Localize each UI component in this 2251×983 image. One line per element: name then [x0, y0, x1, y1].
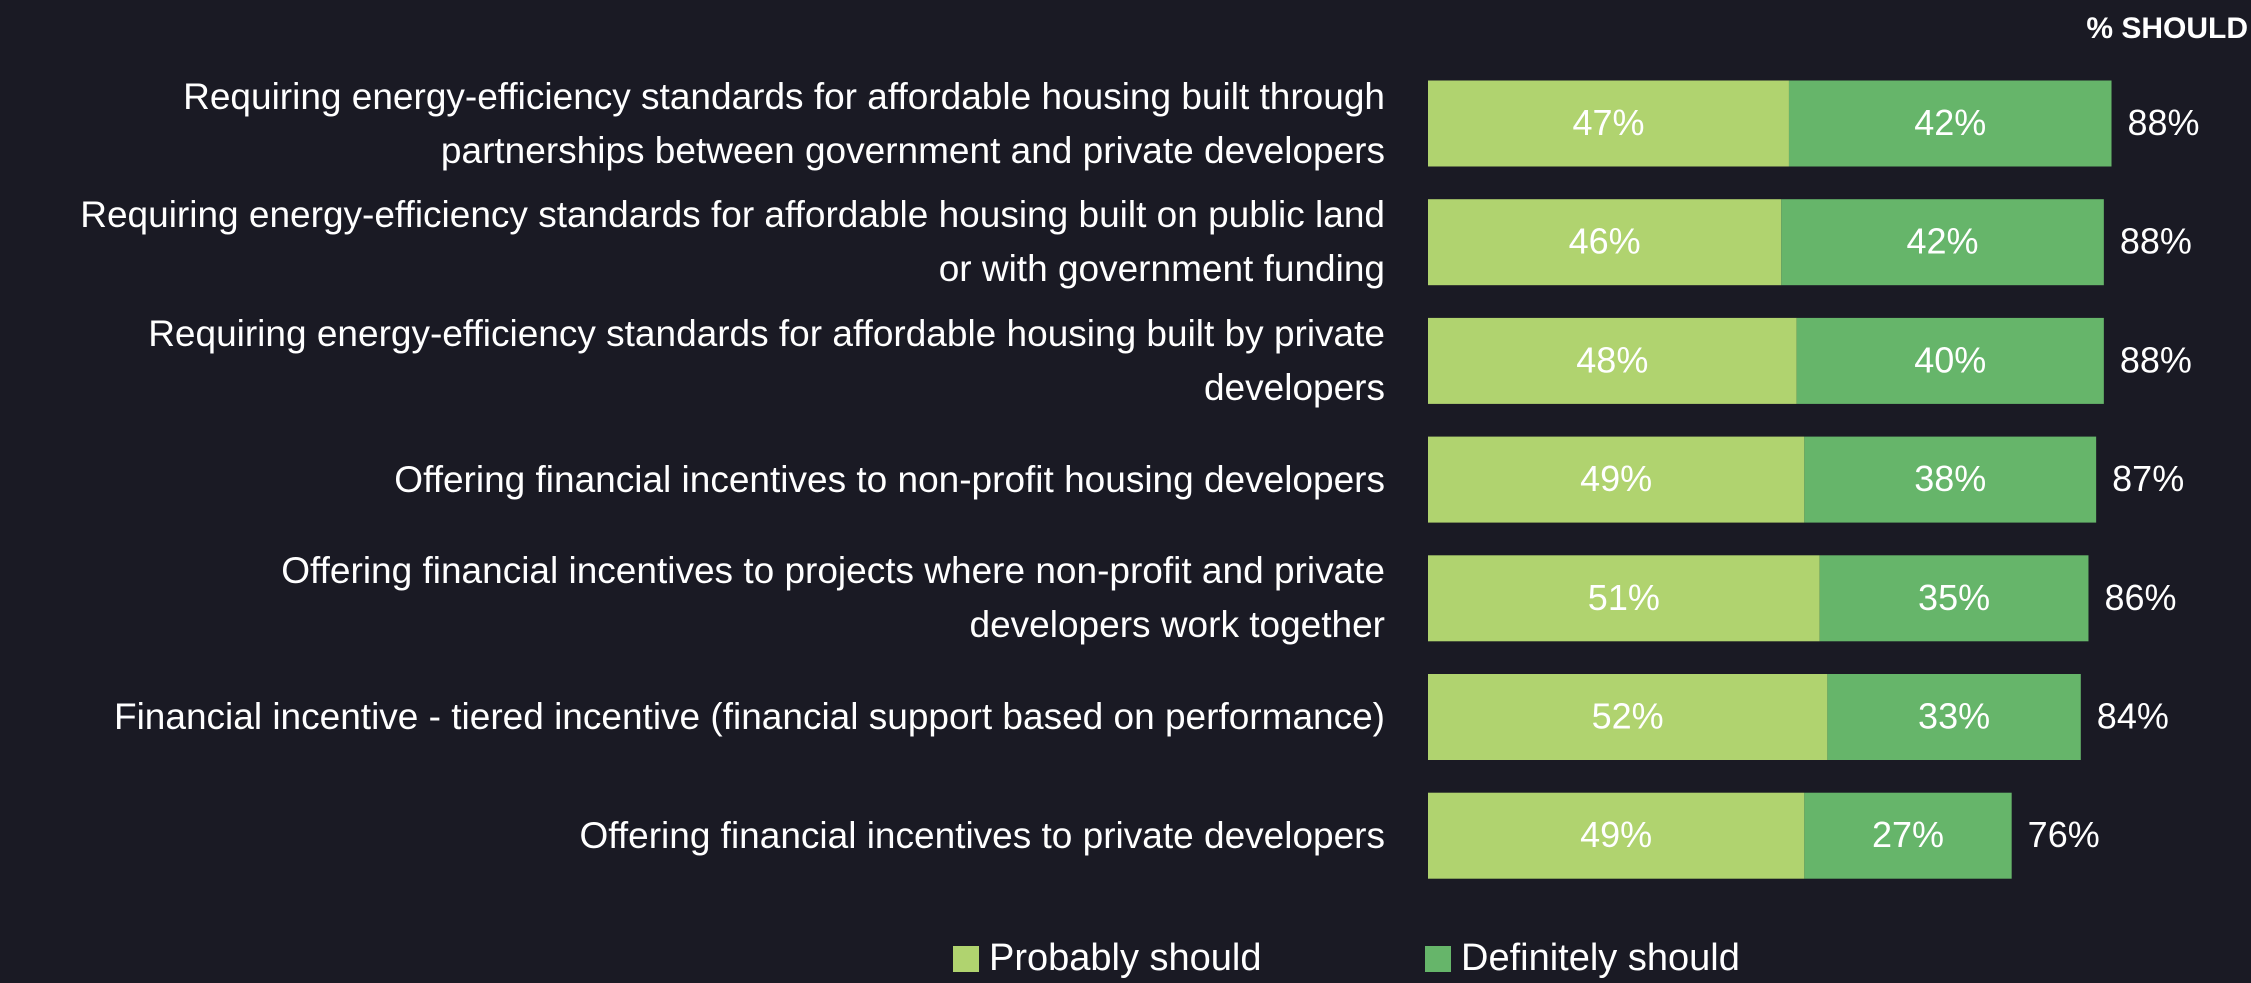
legend-swatch [953, 945, 979, 972]
total-label: 88% [2120, 339, 2192, 380]
value-label: 33% [1918, 696, 1990, 737]
value-label: 49% [1580, 458, 1652, 499]
category-label: Requiring energy-efficiency standards fo… [148, 312, 1385, 408]
bar-segment [1428, 792, 1805, 879]
bar-segment [1428, 80, 1789, 167]
bar-segment [1788, 80, 2112, 167]
total-label: 87% [2112, 458, 2184, 499]
value-label: 47% [1572, 102, 1644, 143]
total-label: 84% [2097, 696, 2169, 737]
value-label: 35% [1918, 577, 1990, 618]
value-label: 48% [1576, 339, 1648, 380]
bar-segment [1428, 317, 1797, 404]
category-label: Requiring energy-efficiency standards fo… [183, 75, 1385, 171]
value-label: 46% [1569, 221, 1641, 262]
total-label: 88% [2128, 102, 2200, 143]
value-label: 42% [1914, 102, 1986, 143]
total-label: 88% [2120, 221, 2192, 262]
totals-header: % SHOULD [2086, 12, 2248, 45]
category-label: Requiring energy-efficiency standards fo… [80, 194, 1385, 290]
value-label: 40% [1914, 339, 1986, 380]
bar-segment [1827, 674, 2081, 760]
category-label: Offering financial incentives to non-pro… [394, 458, 1385, 500]
value-label: 52% [1592, 696, 1664, 737]
legend-label: Definitely should [1461, 937, 1740, 979]
total-label: 76% [2028, 814, 2100, 855]
bar-segment [1796, 317, 2104, 404]
bar-segment [1428, 555, 1820, 642]
legend-item: Probably should [953, 937, 1262, 980]
bar-segment [1428, 199, 1782, 286]
value-label: 51% [1588, 577, 1660, 618]
legend-swatch [1425, 945, 1451, 972]
category-label: Financial incentive - tiered incentive (… [113, 696, 1385, 737]
bar-segment [1428, 674, 1828, 760]
category-label: Offering financial incentives to private… [579, 814, 1385, 856]
bar-segment [1804, 436, 2097, 523]
value-label: 38% [1914, 458, 1986, 499]
value-label: 27% [1872, 814, 1944, 855]
bar-segment [1428, 436, 1805, 523]
bar-segment [1819, 555, 2089, 642]
bar-segment [1781, 199, 2104, 286]
category-label: Offering financial incentives to project… [281, 550, 1385, 646]
legend-item: Definitely should [1425, 937, 1740, 980]
value-label: 42% [1907, 221, 1979, 262]
total-label: 86% [2104, 577, 2176, 618]
bar-segment [1804, 792, 2012, 879]
value-label: 49% [1580, 814, 1652, 855]
legend-label: Probably should [989, 937, 1262, 979]
